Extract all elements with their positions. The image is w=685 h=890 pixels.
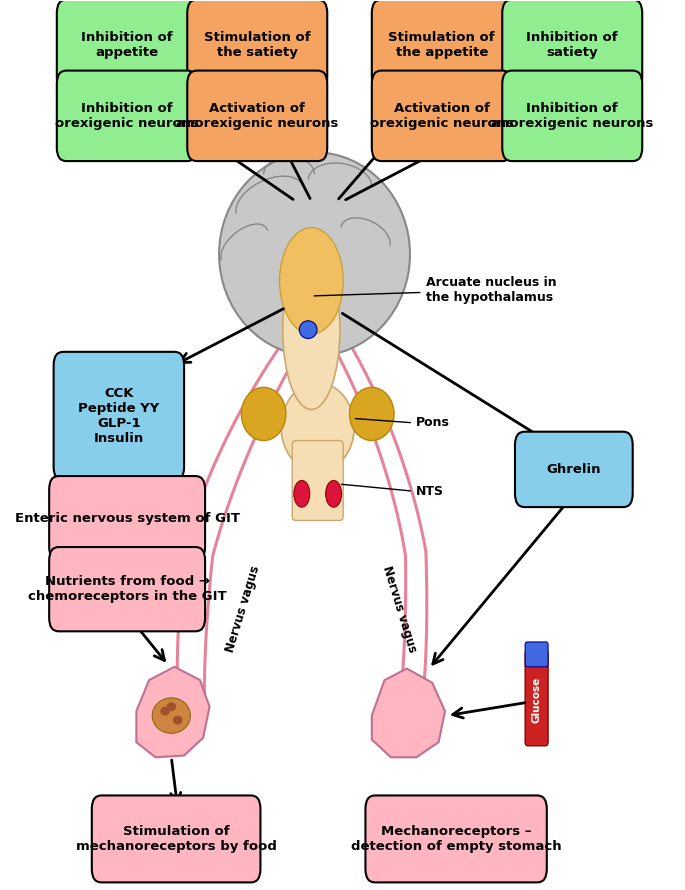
FancyBboxPatch shape: [515, 432, 633, 507]
Text: Ghrelin: Ghrelin: [547, 463, 601, 476]
FancyBboxPatch shape: [49, 476, 205, 561]
Polygon shape: [136, 667, 210, 757]
FancyBboxPatch shape: [92, 796, 260, 882]
FancyBboxPatch shape: [372, 70, 512, 161]
Ellipse shape: [349, 387, 394, 441]
Text: Glucose: Glucose: [532, 676, 542, 723]
Ellipse shape: [152, 698, 190, 733]
Text: Nutrients from food →
chemoreceptors in the GIT: Nutrients from food → chemoreceptors in …: [28, 575, 227, 603]
Ellipse shape: [160, 707, 170, 716]
Text: Inhibition of
satiety: Inhibition of satiety: [527, 31, 618, 59]
Ellipse shape: [173, 716, 182, 724]
FancyBboxPatch shape: [187, 0, 327, 90]
FancyBboxPatch shape: [372, 0, 512, 90]
Ellipse shape: [279, 228, 343, 334]
FancyBboxPatch shape: [502, 0, 643, 90]
Polygon shape: [372, 668, 445, 757]
Text: Activation of
orexigenic neurons: Activation of orexigenic neurons: [370, 101, 514, 130]
Text: Stimulation of
the satiety: Stimulation of the satiety: [204, 31, 310, 59]
Text: Stimulation of
mechanoreceptors by food: Stimulation of mechanoreceptors by food: [75, 825, 277, 853]
Text: NTS: NTS: [416, 485, 445, 498]
Ellipse shape: [299, 320, 317, 338]
Text: Mechanoreceptors –
detection of empty stomach: Mechanoreceptors – detection of empty st…: [351, 825, 562, 853]
Text: CCK
Peptide YY
GLP-1
Insulin: CCK Peptide YY GLP-1 Insulin: [78, 387, 160, 445]
Text: Activation of
anorexigenic neurons: Activation of anorexigenic neurons: [176, 101, 338, 130]
FancyBboxPatch shape: [49, 547, 205, 631]
Text: Inhibition of
orexigenic neurons: Inhibition of orexigenic neurons: [55, 101, 199, 130]
Ellipse shape: [281, 383, 354, 472]
Text: Stimulation of
the appetite: Stimulation of the appetite: [388, 31, 495, 59]
FancyBboxPatch shape: [187, 70, 327, 161]
FancyBboxPatch shape: [365, 796, 547, 882]
FancyBboxPatch shape: [57, 0, 197, 90]
Ellipse shape: [283, 250, 340, 409]
Ellipse shape: [241, 387, 286, 441]
FancyBboxPatch shape: [57, 70, 197, 161]
FancyBboxPatch shape: [292, 441, 343, 521]
Text: Nervus vagus: Nervus vagus: [379, 564, 419, 654]
Ellipse shape: [325, 481, 342, 507]
FancyBboxPatch shape: [502, 70, 643, 161]
Ellipse shape: [166, 702, 176, 711]
Ellipse shape: [219, 152, 410, 356]
Text: Inhibition of
anorexigenic neurons: Inhibition of anorexigenic neurons: [491, 101, 653, 130]
FancyBboxPatch shape: [525, 650, 548, 746]
Text: Nervus vagus: Nervus vagus: [224, 564, 262, 654]
FancyBboxPatch shape: [53, 352, 184, 481]
Text: Enteric nervous system of GIT: Enteric nervous system of GIT: [14, 512, 240, 525]
FancyBboxPatch shape: [525, 642, 548, 667]
Text: Pons: Pons: [416, 417, 450, 429]
Ellipse shape: [294, 481, 310, 507]
Text: Inhibition of
appetite: Inhibition of appetite: [81, 31, 173, 59]
Text: Arcuate nucleus in
the hypothalamus: Arcuate nucleus in the hypothalamus: [426, 276, 556, 303]
